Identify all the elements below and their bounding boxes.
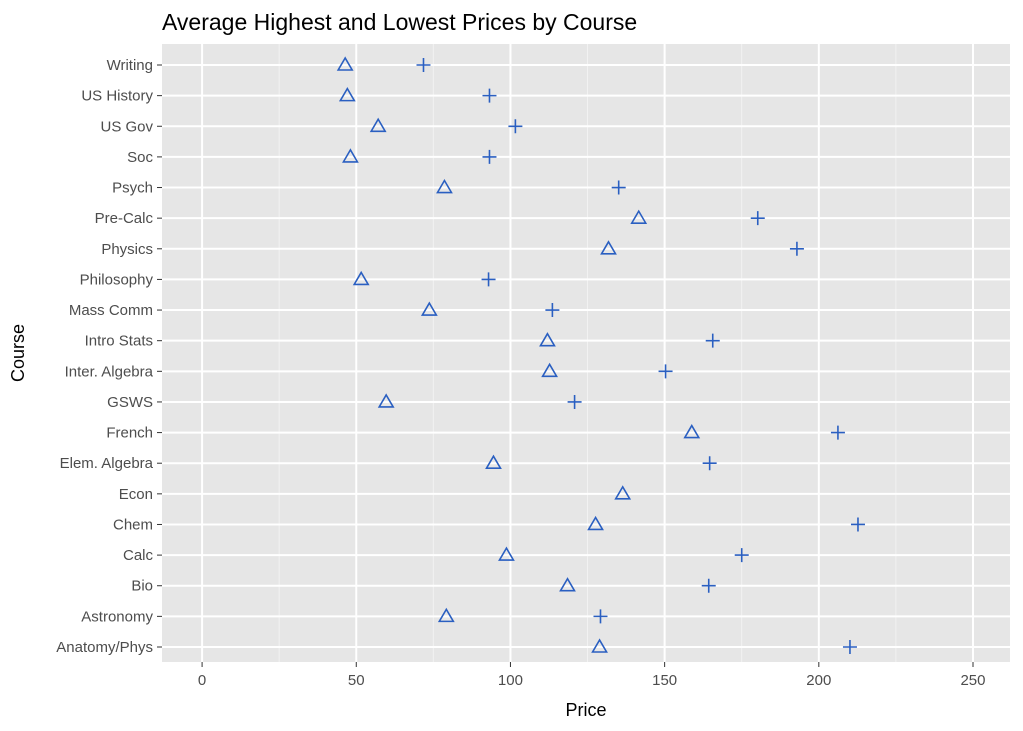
triangle-point [630, 209, 648, 224]
plus-point [593, 609, 608, 624]
y-tick-label: Calc [123, 547, 154, 564]
chart-title: Average Highest and Lowest Prices by Cou… [162, 9, 637, 35]
triangle-point [369, 117, 387, 133]
y-tick-label: Anatomy/Phys [56, 639, 153, 656]
triangle-point [614, 485, 632, 500]
triangle-point [342, 148, 359, 163]
x-axis-label: Price [565, 700, 606, 720]
triangle-point [436, 178, 453, 194]
y-tick-label: Inter. Algebra [65, 363, 154, 380]
y-tick-label: French [106, 425, 153, 442]
triangle-point [559, 577, 576, 592]
plus-point [545, 303, 560, 318]
y-tick-label: Chem [113, 516, 153, 533]
triangle-point [437, 607, 455, 623]
y-tick-label: Pre-Calc [95, 210, 154, 227]
plus-point [705, 333, 720, 348]
triangle-point [539, 332, 556, 347]
plus-point [842, 640, 857, 654]
plus-point [481, 272, 496, 287]
plus-point [830, 425, 845, 440]
plot-panel [162, 44, 1010, 662]
y-tick-label: Bio [131, 578, 153, 595]
y-tick-label: Intro Stats [85, 333, 153, 350]
plus-point [482, 149, 497, 164]
triangle-point [683, 423, 701, 439]
triangle-point [600, 240, 617, 255]
plus-point [611, 180, 626, 195]
plus-point [508, 119, 523, 134]
triangle-point [377, 393, 395, 408]
triangle-point [338, 87, 356, 102]
triangle-point [541, 362, 559, 378]
plus-point [734, 548, 749, 563]
triangle-point [352, 270, 370, 286]
y-tick-label: Elem. Algebra [60, 455, 154, 472]
triangle-point [498, 546, 515, 561]
triangle-point [336, 56, 354, 71]
plus-point [567, 394, 582, 409]
y-tick-label: Astronomy [81, 608, 153, 625]
plus-point [789, 241, 804, 256]
plus-point [482, 88, 497, 103]
x-tick-label: 0 [198, 672, 206, 689]
x-tick-label: 50 [348, 672, 365, 689]
x-tick-label: 100 [498, 672, 523, 689]
y-tick-label: US History [81, 88, 153, 105]
x-tick-label: 250 [960, 672, 985, 689]
triangle-point [485, 454, 502, 470]
plus-point [701, 578, 716, 593]
triangle-point [587, 515, 604, 531]
y-tick-label: Soc [127, 149, 153, 166]
y-tick-label: Econ [119, 486, 153, 503]
y-tick-label: Philosophy [80, 271, 154, 288]
y-tick-label: GSWS [107, 394, 153, 411]
plus-point [658, 364, 673, 379]
triangle-point [591, 638, 608, 653]
y-tick-label: Physics [101, 241, 153, 258]
triangle-point [420, 301, 438, 316]
plus-point [702, 456, 717, 471]
y-tick-label: Writing [107, 57, 153, 74]
x-tick-label: 150 [652, 672, 677, 689]
y-axis-label: Course [8, 324, 28, 382]
plus-point [416, 58, 431, 72]
y-tick-label: Psych [112, 180, 153, 197]
plus-point [750, 211, 765, 226]
y-tick-label: US Gov [100, 118, 153, 135]
x-tick-label: 200 [806, 672, 831, 689]
plus-point [850, 517, 865, 532]
y-tick-label: Mass Comm [69, 302, 153, 319]
